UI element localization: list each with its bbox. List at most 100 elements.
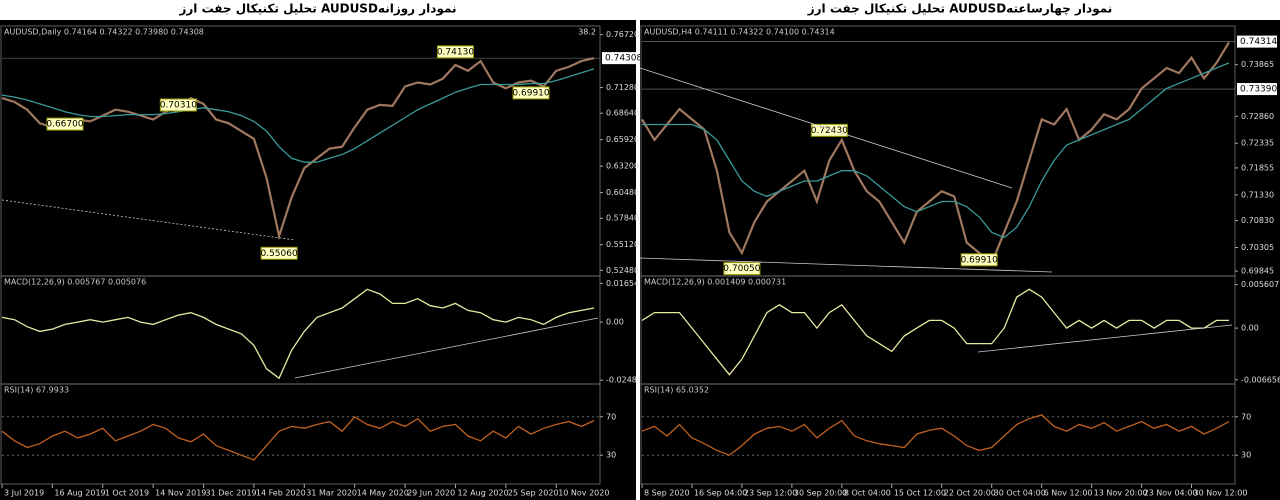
- y-tick-label: 0.71855: [1241, 163, 1274, 172]
- annotation: 0.66700: [46, 120, 83, 130]
- x-tick-label: 30 Nov 12:00: [1194, 489, 1248, 498]
- y-tick-label: 0.52480: [606, 266, 639, 275]
- y-tick-label: 0.68640: [606, 109, 639, 118]
- y-tick-label: 0.55120: [606, 240, 639, 249]
- y-tick-label: 0.76720: [606, 30, 639, 39]
- y-tick-label: 0.60480: [606, 188, 639, 197]
- trend-line: [977, 324, 1233, 353]
- x-tick-label: 13 Nov 20:00: [1094, 489, 1148, 498]
- x-tick-label: 14 Nov 2019: [155, 489, 206, 498]
- y-tick-label: 0.73865: [1241, 60, 1274, 69]
- x-tick-label: 12 Aug 2020: [457, 489, 508, 498]
- annotation: 0.72430: [811, 126, 848, 136]
- x-tick-label: 6 Nov 12:00: [1044, 489, 1093, 498]
- annotation-box: [810, 123, 848, 137]
- panel-frame: [0, 383, 601, 485]
- series-line: [641, 414, 1230, 456]
- annotation-box: [46, 117, 84, 131]
- annotation-box: [723, 262, 761, 276]
- price-box: [602, 52, 642, 65]
- chart-title: تحلیل تکنیکال جفت ارز AUDUSDنمودار چهارس…: [807, 2, 1113, 17]
- y-tick-label: -0.006656: [1241, 375, 1280, 384]
- trend-line: [639, 257, 1053, 273]
- annotation: 0.69910: [512, 88, 549, 98]
- series-line: [641, 41, 1230, 266]
- x-tick-label: 31 Dec 2019: [206, 489, 257, 498]
- fib-label: 38.2: [578, 28, 596, 37]
- annotation: 0.55060: [260, 249, 297, 259]
- x-tick-label: 16 Sep 04:00: [694, 489, 747, 498]
- y-tick-label: 0.70830: [1241, 216, 1274, 225]
- annotation-box: [960, 253, 998, 267]
- price-label: 0.73390: [1240, 85, 1277, 95]
- x-tick-label: 8 Sep 2020: [644, 489, 690, 498]
- x-tick-label: 31 Mar 2020: [306, 489, 357, 498]
- series-line: [1, 68, 595, 163]
- panel-header: MACD(12,26,9) 0.005767 0.005076: [4, 278, 146, 287]
- trend-line: [294, 317, 599, 379]
- trend-line: [639, 67, 1013, 189]
- series-line: [1, 415, 595, 461]
- panel-frame: [640, 383, 1236, 485]
- annotation-box: [260, 246, 298, 260]
- price-box: [1237, 35, 1277, 48]
- y-tick-label: 0.65920: [606, 135, 639, 144]
- price-label: 0.74314: [1240, 37, 1277, 47]
- x-tick-label: 8 Oct 04:00: [844, 489, 891, 498]
- panel-header: RSI(14) 67.9933: [4, 386, 69, 395]
- x-tick-label: 30 Oct 04:00: [994, 489, 1046, 498]
- x-tick-label: 15 Oct 12:00: [894, 489, 946, 498]
- price-box: [1237, 83, 1277, 96]
- x-tick-label: 22 Oct 20:00: [944, 489, 996, 498]
- x-tick-label: 14 May 2020: [357, 489, 409, 498]
- x-tick-label: 3 Jul 2019: [4, 489, 44, 498]
- y-tick-label: 30: [1241, 451, 1251, 460]
- panel-header: RSI(14) 65.0352: [644, 386, 709, 395]
- y-tick-label: 0.00: [1241, 324, 1259, 333]
- panel-header: AUDUSD,H4 0.74111 0.74322 0.74100 0.7431…: [644, 28, 835, 37]
- y-tick-label: 0.70305: [1241, 243, 1274, 252]
- x-tick-label: 1 Oct 2019: [105, 489, 149, 498]
- trend-line: [1, 199, 296, 241]
- series-line: [642, 62, 1230, 239]
- annotation: 0.70310: [160, 100, 197, 110]
- panel-header: MACD(12,26,9) 0.001409 0.000731: [644, 278, 786, 287]
- annotation-box: [512, 86, 550, 100]
- annotation-box: [159, 98, 197, 112]
- chart-background: [640, 20, 1280, 500]
- annotation: 0.74130: [437, 47, 474, 57]
- x-tick-label: 23 Nov 04:00: [1144, 489, 1198, 498]
- chart-background: [0, 20, 636, 500]
- x-tick-label: 14 Feb 2020: [256, 489, 306, 498]
- y-tick-label: 0.005607: [1241, 280, 1279, 289]
- y-tick-label: 70: [606, 412, 616, 421]
- y-tick-label: 0.00: [606, 318, 624, 327]
- y-tick-label: 0.72860: [1241, 112, 1274, 121]
- y-tick-label: 70: [1241, 412, 1251, 421]
- chart-title: تحلیل تکنیکال جفت ارز AUDUSDنمودار روزان…: [178, 2, 456, 17]
- x-tick-label: 25 Sep 2020: [508, 489, 559, 498]
- annotation: 0.70050: [723, 264, 760, 274]
- y-tick-label: 0.72335: [1241, 139, 1274, 148]
- annotation-box: [436, 45, 474, 59]
- panel-header: AUDUSD,Daily 0.74164 0.74322 0.73980 0.7…: [4, 28, 204, 37]
- y-tick-label: 0.63200: [606, 162, 639, 171]
- x-tick-label: 16 Aug 2019: [54, 489, 105, 498]
- x-tick-label: 10 Nov 2020: [558, 489, 609, 498]
- x-tick-label: 29 Jun 2020: [407, 489, 455, 498]
- y-tick-label: 0.71330: [1241, 190, 1274, 199]
- annotation: 0.69910: [961, 255, 998, 265]
- y-tick-label: 0.71280: [606, 83, 639, 92]
- y-tick-label: 30: [606, 451, 616, 460]
- series-line: [641, 288, 1229, 376]
- y-tick-label: 0.57840: [606, 214, 639, 223]
- x-tick-label: 30 Sep 20:00: [794, 489, 847, 498]
- y-tick-label: -0.02486: [606, 376, 642, 385]
- x-tick-label: 23 Sep 12:00: [744, 489, 797, 498]
- series-line: [1, 288, 595, 380]
- y-tick-label: 0.01654: [606, 279, 639, 288]
- price-label: 0.74308: [605, 54, 642, 64]
- y-tick-label: 0.69845: [1241, 267, 1274, 276]
